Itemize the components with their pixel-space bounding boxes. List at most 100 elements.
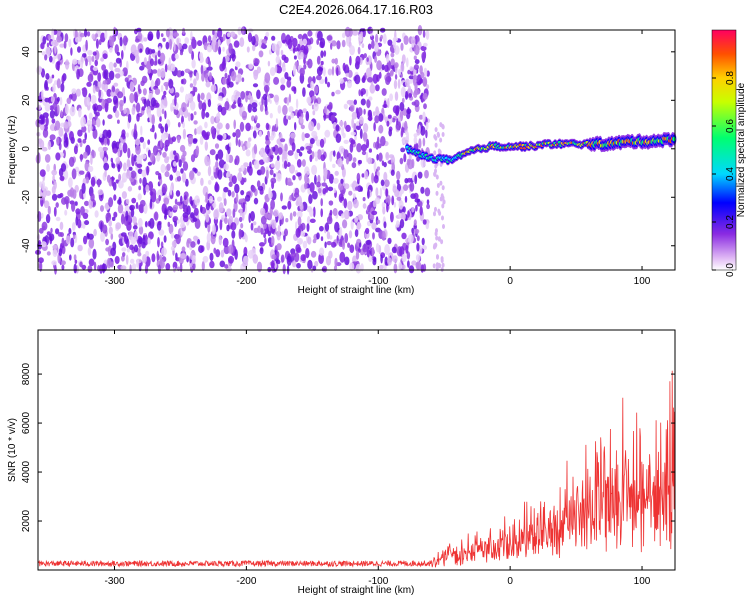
noise-blob xyxy=(47,140,52,150)
noise-blob xyxy=(117,164,121,173)
noise-blob xyxy=(126,247,130,253)
noise-blob xyxy=(347,80,352,89)
noise-blob xyxy=(244,234,248,243)
noise-blob xyxy=(312,190,318,200)
noise-blob xyxy=(442,199,446,205)
noise-blob xyxy=(407,234,414,244)
noise-blob xyxy=(130,208,135,218)
noise-blob xyxy=(264,237,267,245)
noise-blob xyxy=(157,68,162,77)
noise-blob xyxy=(294,187,300,195)
noise-blob xyxy=(53,180,57,190)
snr-x-ticks: -300 -200 -100 0 100 xyxy=(104,330,651,587)
noise-blob xyxy=(100,205,104,212)
noise-blob xyxy=(276,230,281,241)
noise-blob xyxy=(61,264,65,271)
noise-blob xyxy=(181,246,186,253)
noise-blob xyxy=(210,115,215,125)
noise-blob xyxy=(54,125,57,132)
noise-blob xyxy=(391,117,396,123)
noise-blob xyxy=(326,241,332,246)
noise-blob xyxy=(288,106,294,113)
noise-blob xyxy=(399,219,405,229)
noise-blob xyxy=(324,241,327,249)
noise-blob xyxy=(128,166,133,171)
noise-blob xyxy=(84,200,89,207)
noise-blob xyxy=(439,180,443,186)
noise-blob xyxy=(88,125,93,131)
noise-blob xyxy=(269,99,272,104)
noise-blob xyxy=(342,62,346,72)
noise-blob xyxy=(157,189,163,199)
noise-blob xyxy=(118,173,122,182)
noise-blob xyxy=(117,148,120,158)
noise-blob xyxy=(165,41,170,50)
noise-blob xyxy=(260,166,266,175)
noise-blob xyxy=(261,42,266,48)
noise-blob xyxy=(391,195,395,206)
noise-blob xyxy=(390,58,395,66)
noise-blob xyxy=(319,37,326,49)
noise-blob xyxy=(400,130,403,138)
noise-blob xyxy=(387,97,390,109)
noise-blob xyxy=(292,211,297,217)
noise-blob xyxy=(251,115,255,122)
noise-blob xyxy=(309,208,314,217)
y-tick-label: 6000 xyxy=(21,412,32,435)
noise-blob xyxy=(127,186,133,192)
noise-blob xyxy=(84,132,87,141)
noise-blob xyxy=(99,133,103,139)
noise-blob xyxy=(146,165,150,176)
noise-blob xyxy=(421,51,426,61)
noise-blob xyxy=(328,101,332,112)
noise-blob xyxy=(313,102,319,112)
colorbar-ticks: 0.0 0.2 0.4 0.6 0.8 xyxy=(712,71,736,277)
noise-blob xyxy=(321,267,326,272)
noise-blob xyxy=(381,201,386,209)
x-tick-label: -300 xyxy=(104,576,124,587)
noise-blob xyxy=(150,97,156,107)
noise-blob xyxy=(406,251,411,260)
noise-blob xyxy=(285,218,289,223)
noise-blob xyxy=(294,252,300,263)
noise-blob xyxy=(106,97,112,104)
noise-blob xyxy=(47,205,51,215)
noise-blob xyxy=(307,259,313,270)
noise-blob xyxy=(414,44,420,56)
noise-blob xyxy=(204,155,210,167)
noise-blob xyxy=(142,234,146,246)
noise-blob xyxy=(167,221,171,227)
noise-blob xyxy=(118,180,124,189)
noise-blob xyxy=(425,121,429,131)
noise-blob xyxy=(241,106,245,112)
noise-blob xyxy=(162,37,166,42)
noise-blob xyxy=(379,187,383,198)
noise-blob xyxy=(59,175,65,181)
noise-blob xyxy=(367,43,372,50)
noise-blob xyxy=(199,135,204,145)
noise-blob xyxy=(214,143,220,149)
noise-blob xyxy=(216,116,220,124)
noise-blob xyxy=(361,173,365,178)
noise-blob xyxy=(191,59,196,69)
noise-blob xyxy=(217,39,221,48)
noise-blob xyxy=(85,176,90,184)
noise-blob xyxy=(416,128,421,136)
noise-blob xyxy=(103,162,110,171)
noise-blob xyxy=(290,112,295,119)
y-tick-label: 4000 xyxy=(21,460,32,483)
noise-blob xyxy=(80,206,85,216)
noise-blob xyxy=(58,127,64,137)
noise-blob xyxy=(350,219,354,230)
noise-blob xyxy=(373,122,376,132)
noise-blob xyxy=(316,181,321,188)
noise-blob xyxy=(97,189,104,196)
noise-blob xyxy=(331,58,336,64)
noise-blob xyxy=(402,137,405,146)
noise-blob xyxy=(173,108,179,116)
noise-blob xyxy=(164,145,168,152)
noise-blob xyxy=(269,112,273,119)
noise-blob xyxy=(125,198,130,205)
noise-blob xyxy=(361,150,367,156)
noise-blob xyxy=(229,31,236,38)
